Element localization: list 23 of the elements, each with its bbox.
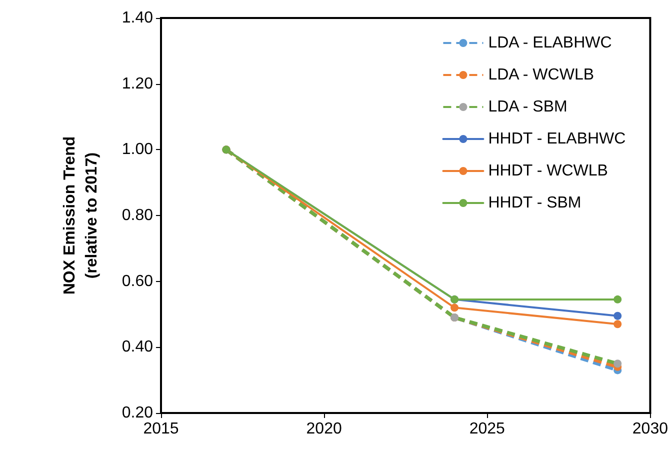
legend-label: LDA - SBM — [488, 98, 568, 116]
y-tick-label: 0.20 — [122, 404, 154, 422]
legend-label: HHDT - ELABHWC — [488, 130, 626, 148]
legend-label: LDA - WCWLB — [488, 66, 594, 84]
y-tick-label: 0.80 — [122, 207, 154, 224]
point — [614, 312, 622, 320]
y-tick-label: 1.40 — [122, 10, 154, 26]
y-tick-label: 0.40 — [122, 338, 154, 356]
y-axis-title: NOX Emission Trend (relative to 2017) — [62, 136, 100, 295]
y-tick-label: 1.20 — [122, 75, 154, 92]
x-tick-label: 2030 — [632, 420, 668, 438]
point — [614, 295, 622, 304]
x-tick-label: 2025 — [469, 420, 506, 438]
x-tick-label: 2015 — [143, 420, 179, 438]
legend-label: LDA - ELABHWC — [488, 34, 612, 52]
point — [450, 304, 459, 312]
legend-label: HHDT - WCWLB — [488, 162, 608, 180]
y-tick-label: 0.60 — [122, 272, 154, 290]
legend-label: HHDT - SBM — [488, 194, 582, 212]
y-tick-label: 1.00 — [122, 141, 154, 158]
point — [614, 360, 622, 368]
x-tick-label: 2020 — [306, 420, 342, 438]
point — [614, 320, 622, 328]
